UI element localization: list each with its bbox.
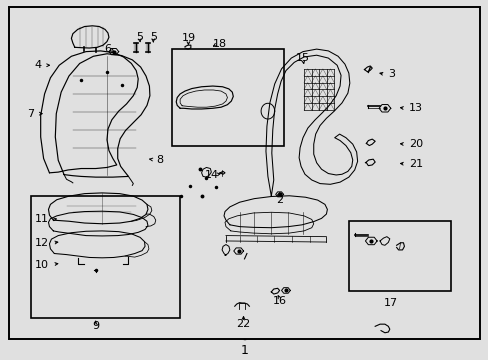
Text: 8: 8 <box>156 155 163 165</box>
Text: 18: 18 <box>213 40 227 49</box>
Text: 1: 1 <box>240 344 248 357</box>
Text: 11: 11 <box>35 215 48 224</box>
Text: 16: 16 <box>272 296 286 306</box>
Text: 19: 19 <box>181 33 195 43</box>
Text: 15: 15 <box>295 53 309 63</box>
Text: 3: 3 <box>387 69 394 79</box>
Bar <box>172 49 283 146</box>
Bar <box>348 221 450 291</box>
Text: 4: 4 <box>34 60 41 70</box>
Text: 10: 10 <box>35 260 48 270</box>
Text: 5: 5 <box>136 32 143 41</box>
Text: 21: 21 <box>408 159 423 169</box>
Text: 20: 20 <box>408 139 423 149</box>
Text: 9: 9 <box>92 321 99 331</box>
Text: 12: 12 <box>34 238 48 248</box>
Bar <box>31 196 179 318</box>
Text: 13: 13 <box>408 103 423 113</box>
Text: 5: 5 <box>149 32 157 41</box>
Text: 6: 6 <box>104 44 111 54</box>
Text: 22: 22 <box>236 319 250 329</box>
Text: 14: 14 <box>204 170 219 180</box>
Text: 7: 7 <box>27 109 34 119</box>
Text: 2: 2 <box>276 195 283 205</box>
Text: 17: 17 <box>383 298 397 308</box>
